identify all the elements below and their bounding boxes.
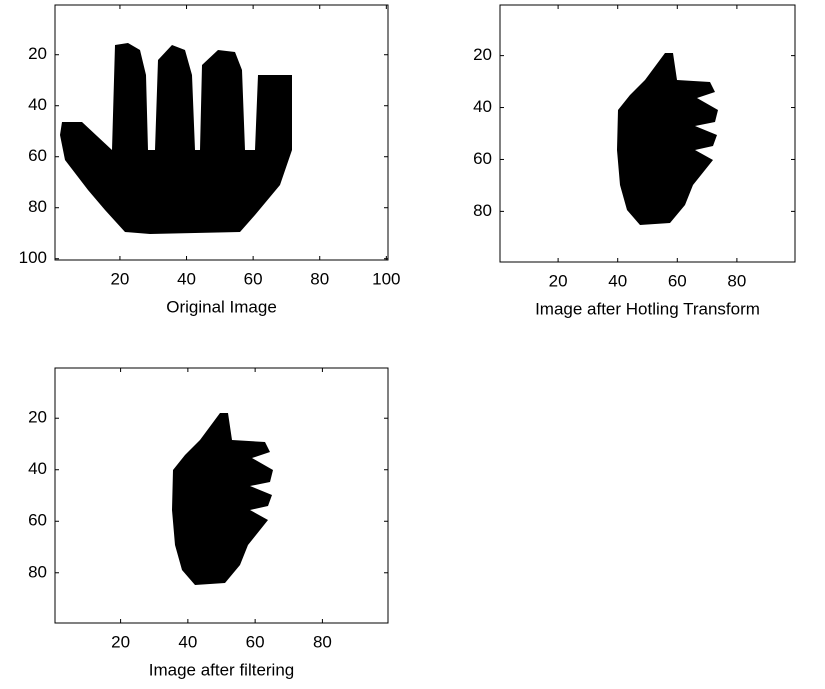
x-tick-label: 40: [178, 632, 197, 651]
y-tick-label: 20: [28, 44, 47, 63]
x-tick-label: 60: [668, 271, 687, 290]
y-tick-label: 60: [28, 511, 47, 530]
x-tick-label: 80: [313, 632, 332, 651]
y-tick-label: 60: [473, 149, 492, 168]
x-tick-label: 40: [608, 271, 627, 290]
x-axis-label: Image after filtering: [149, 660, 295, 679]
y-tick-label: 80: [473, 201, 492, 220]
figure: 20 40 60 80 100 20 40 60 80 100 Original Image 20 40…: [0, 0, 825, 689]
x-tick-label: 40: [177, 269, 196, 288]
x-tick-label: 80: [310, 269, 329, 288]
y-tick-label: 80: [28, 197, 47, 216]
x-axis-label: Image after Hotling Transform: [535, 299, 760, 318]
y-tick-label: 40: [28, 95, 47, 114]
x-tick-label: 20: [110, 269, 129, 288]
x-tick-label: 20: [111, 632, 130, 651]
y-tick-label: 80: [28, 562, 47, 581]
x-tick-label: 20: [549, 271, 568, 290]
y-tick-label: 40: [28, 459, 47, 478]
y-tick-label: 100: [19, 248, 47, 267]
y-tick-label: 40: [473, 97, 492, 116]
y-tick-label: 20: [473, 45, 492, 64]
y-tick-label: 20: [28, 408, 47, 427]
x-tick-label: 100: [372, 269, 400, 288]
x-tick-label: 80: [727, 271, 746, 290]
y-tick-label: 60: [28, 146, 47, 165]
x-axis-label: Original Image: [166, 297, 277, 316]
x-tick-label: 60: [244, 269, 263, 288]
x-tick-label: 60: [246, 632, 265, 651]
